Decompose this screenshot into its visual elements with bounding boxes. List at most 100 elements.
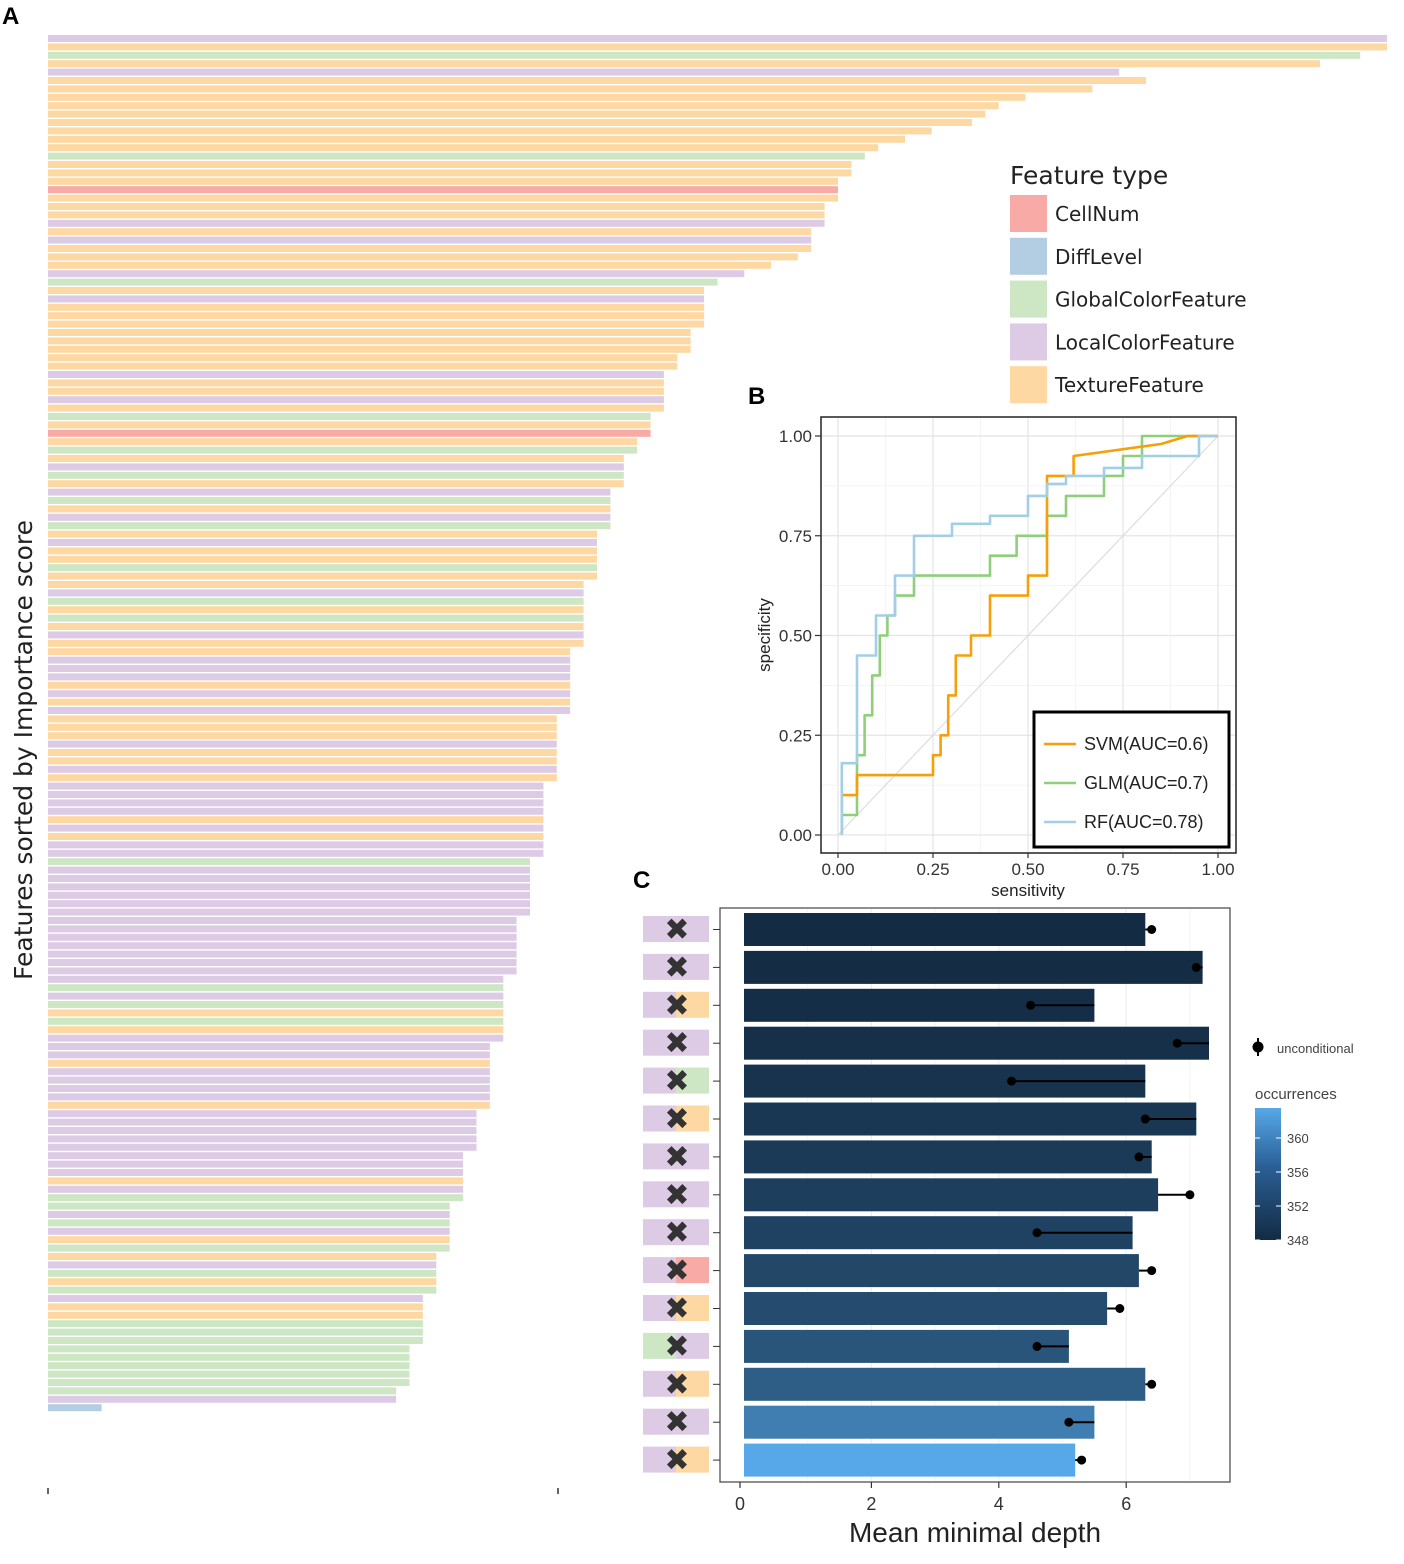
importance-bar bbox=[48, 547, 597, 555]
unconditional-point bbox=[1007, 1076, 1017, 1086]
importance-bar bbox=[48, 371, 664, 378]
importance-bar bbox=[48, 875, 530, 882]
importance-bar bbox=[48, 1043, 490, 1050]
cross-icon: ✖ bbox=[664, 1443, 689, 1478]
importance-bar bbox=[48, 505, 611, 513]
panel-b-chart: 0.00 0.25 0.50 0.75 1.00 0.00 0.25 0.50 0.75 1.00… bbox=[755, 416, 1237, 900]
feature-type-block-right bbox=[676, 1067, 709, 1094]
feature-type-block-right bbox=[676, 953, 709, 980]
feature-type-block-right bbox=[676, 991, 709, 1018]
unconditional-point bbox=[1185, 1190, 1195, 1200]
importance-bar bbox=[48, 362, 678, 370]
importance-bar bbox=[48, 564, 597, 572]
importance-bar bbox=[48, 329, 691, 336]
colorbar-ticks: 360 356 352 348 bbox=[1255, 1131, 1309, 1248]
feature-type-block-right bbox=[676, 1408, 709, 1435]
importance-bar bbox=[48, 438, 638, 446]
feature-type-block-left bbox=[643, 1295, 676, 1321]
cross-icon: ✖ bbox=[664, 1140, 689, 1175]
depth-bar bbox=[744, 913, 1146, 946]
importance-bar bbox=[48, 1236, 450, 1244]
importance-bar bbox=[48, 967, 517, 975]
importance-bar bbox=[48, 975, 504, 983]
importance-bar bbox=[48, 303, 705, 311]
importance-bar bbox=[48, 455, 624, 462]
x-tick-label: 0.50 bbox=[1011, 860, 1044, 879]
y-tick-label: 0.50 bbox=[779, 627, 812, 646]
panel-a-chart: Features sorted by Importance score bbox=[9, 35, 1387, 1494]
importance-bar bbox=[48, 908, 530, 916]
y-tick-label: 0.25 bbox=[779, 726, 812, 745]
panel-b-legend: SVM(AUC=0.6) GLM(AUC=0.7) RF(AUC=0.78) bbox=[1044, 734, 1209, 832]
panel-a-letter: A bbox=[2, 3, 19, 30]
colorbar-tick-label: 356 bbox=[1287, 1165, 1309, 1180]
importance-bar bbox=[48, 60, 1320, 68]
unconditional-point bbox=[1147, 1379, 1157, 1389]
importance-bar bbox=[48, 1135, 477, 1143]
feature-type-legend: Feature type CellNum DiffLevel GlobalColor… bbox=[1010, 161, 1247, 404]
importance-bar bbox=[48, 749, 557, 756]
importance-bar bbox=[48, 102, 999, 110]
importance-bar bbox=[48, 614, 584, 622]
colorbar-tick-label: 348 bbox=[1287, 1233, 1309, 1248]
depth-bar bbox=[744, 1292, 1108, 1325]
importance-bar bbox=[48, 68, 1120, 76]
feature-type-block-right bbox=[676, 1181, 709, 1208]
legend-label-texturefeature: TextureFeature bbox=[1054, 373, 1204, 397]
cross-icon: ✖ bbox=[664, 1292, 689, 1327]
importance-bar bbox=[48, 1085, 490, 1092]
importance-bar bbox=[48, 463, 624, 471]
unconditional-point bbox=[1032, 1228, 1042, 1238]
feature-type-block-right bbox=[676, 1219, 709, 1246]
importance-bar bbox=[48, 413, 651, 420]
depth-bar bbox=[744, 1254, 1139, 1288]
importance-bar bbox=[48, 782, 544, 790]
importance-bar bbox=[48, 1286, 437, 1294]
importance-bar bbox=[48, 1379, 410, 1386]
importance-bar bbox=[48, 404, 664, 412]
importance-bar bbox=[48, 429, 651, 437]
cross-icon: ✖ bbox=[664, 1329, 689, 1364]
importance-bar bbox=[48, 816, 544, 824]
depth-bar bbox=[744, 1443, 1076, 1477]
legend-items: CellNum DiffLevel GlobalColorFeature LocalC… bbox=[1010, 195, 1247, 404]
importance-bar bbox=[48, 732, 557, 740]
legend-swatch-texturefeature bbox=[1010, 366, 1047, 404]
feature-type-block-right bbox=[676, 1446, 709, 1473]
panel-c-ticks: 0 2 4 6 bbox=[735, 1482, 1131, 1514]
importance-bar bbox=[48, 1404, 102, 1412]
importance-bar bbox=[48, 1269, 437, 1277]
feature-type-block-right bbox=[676, 1105, 709, 1132]
importance-bar bbox=[48, 1345, 410, 1353]
cross-icon: ✖ bbox=[664, 1026, 689, 1061]
importance-bar bbox=[48, 891, 530, 899]
importance-bar bbox=[48, 1303, 423, 1311]
importance-bar bbox=[48, 236, 812, 244]
importance-bar bbox=[48, 1211, 450, 1218]
colorbar-tick-label: 360 bbox=[1287, 1131, 1309, 1146]
occurrences-colorbar bbox=[1255, 1108, 1281, 1240]
depth-bar bbox=[744, 1102, 1197, 1136]
importance-bar bbox=[48, 530, 597, 538]
importance-bar bbox=[48, 1160, 464, 1168]
depth-bar bbox=[744, 1405, 1095, 1439]
importance-bar bbox=[48, 606, 584, 614]
importance-bar bbox=[48, 1353, 410, 1361]
occurrences-title: occurrences bbox=[1255, 1086, 1337, 1103]
importance-bar bbox=[48, 1362, 410, 1370]
depth-bar bbox=[744, 1140, 1152, 1174]
importance-bar bbox=[48, 1034, 504, 1042]
importance-bar bbox=[48, 858, 530, 866]
importance-bar bbox=[48, 539, 597, 546]
importance-bar bbox=[48, 1337, 423, 1344]
importance-bar bbox=[48, 1177, 464, 1185]
importance-bar bbox=[48, 597, 584, 605]
importance-bar bbox=[48, 639, 584, 647]
importance-bar bbox=[48, 480, 624, 488]
importance-bar bbox=[48, 707, 571, 714]
feature-type-block-left bbox=[643, 1181, 676, 1208]
importance-bar bbox=[48, 85, 1093, 93]
importance-bar bbox=[48, 278, 718, 286]
legend-label-svm: SVM(AUC=0.6) bbox=[1084, 734, 1209, 754]
importance-bar bbox=[48, 1051, 490, 1059]
